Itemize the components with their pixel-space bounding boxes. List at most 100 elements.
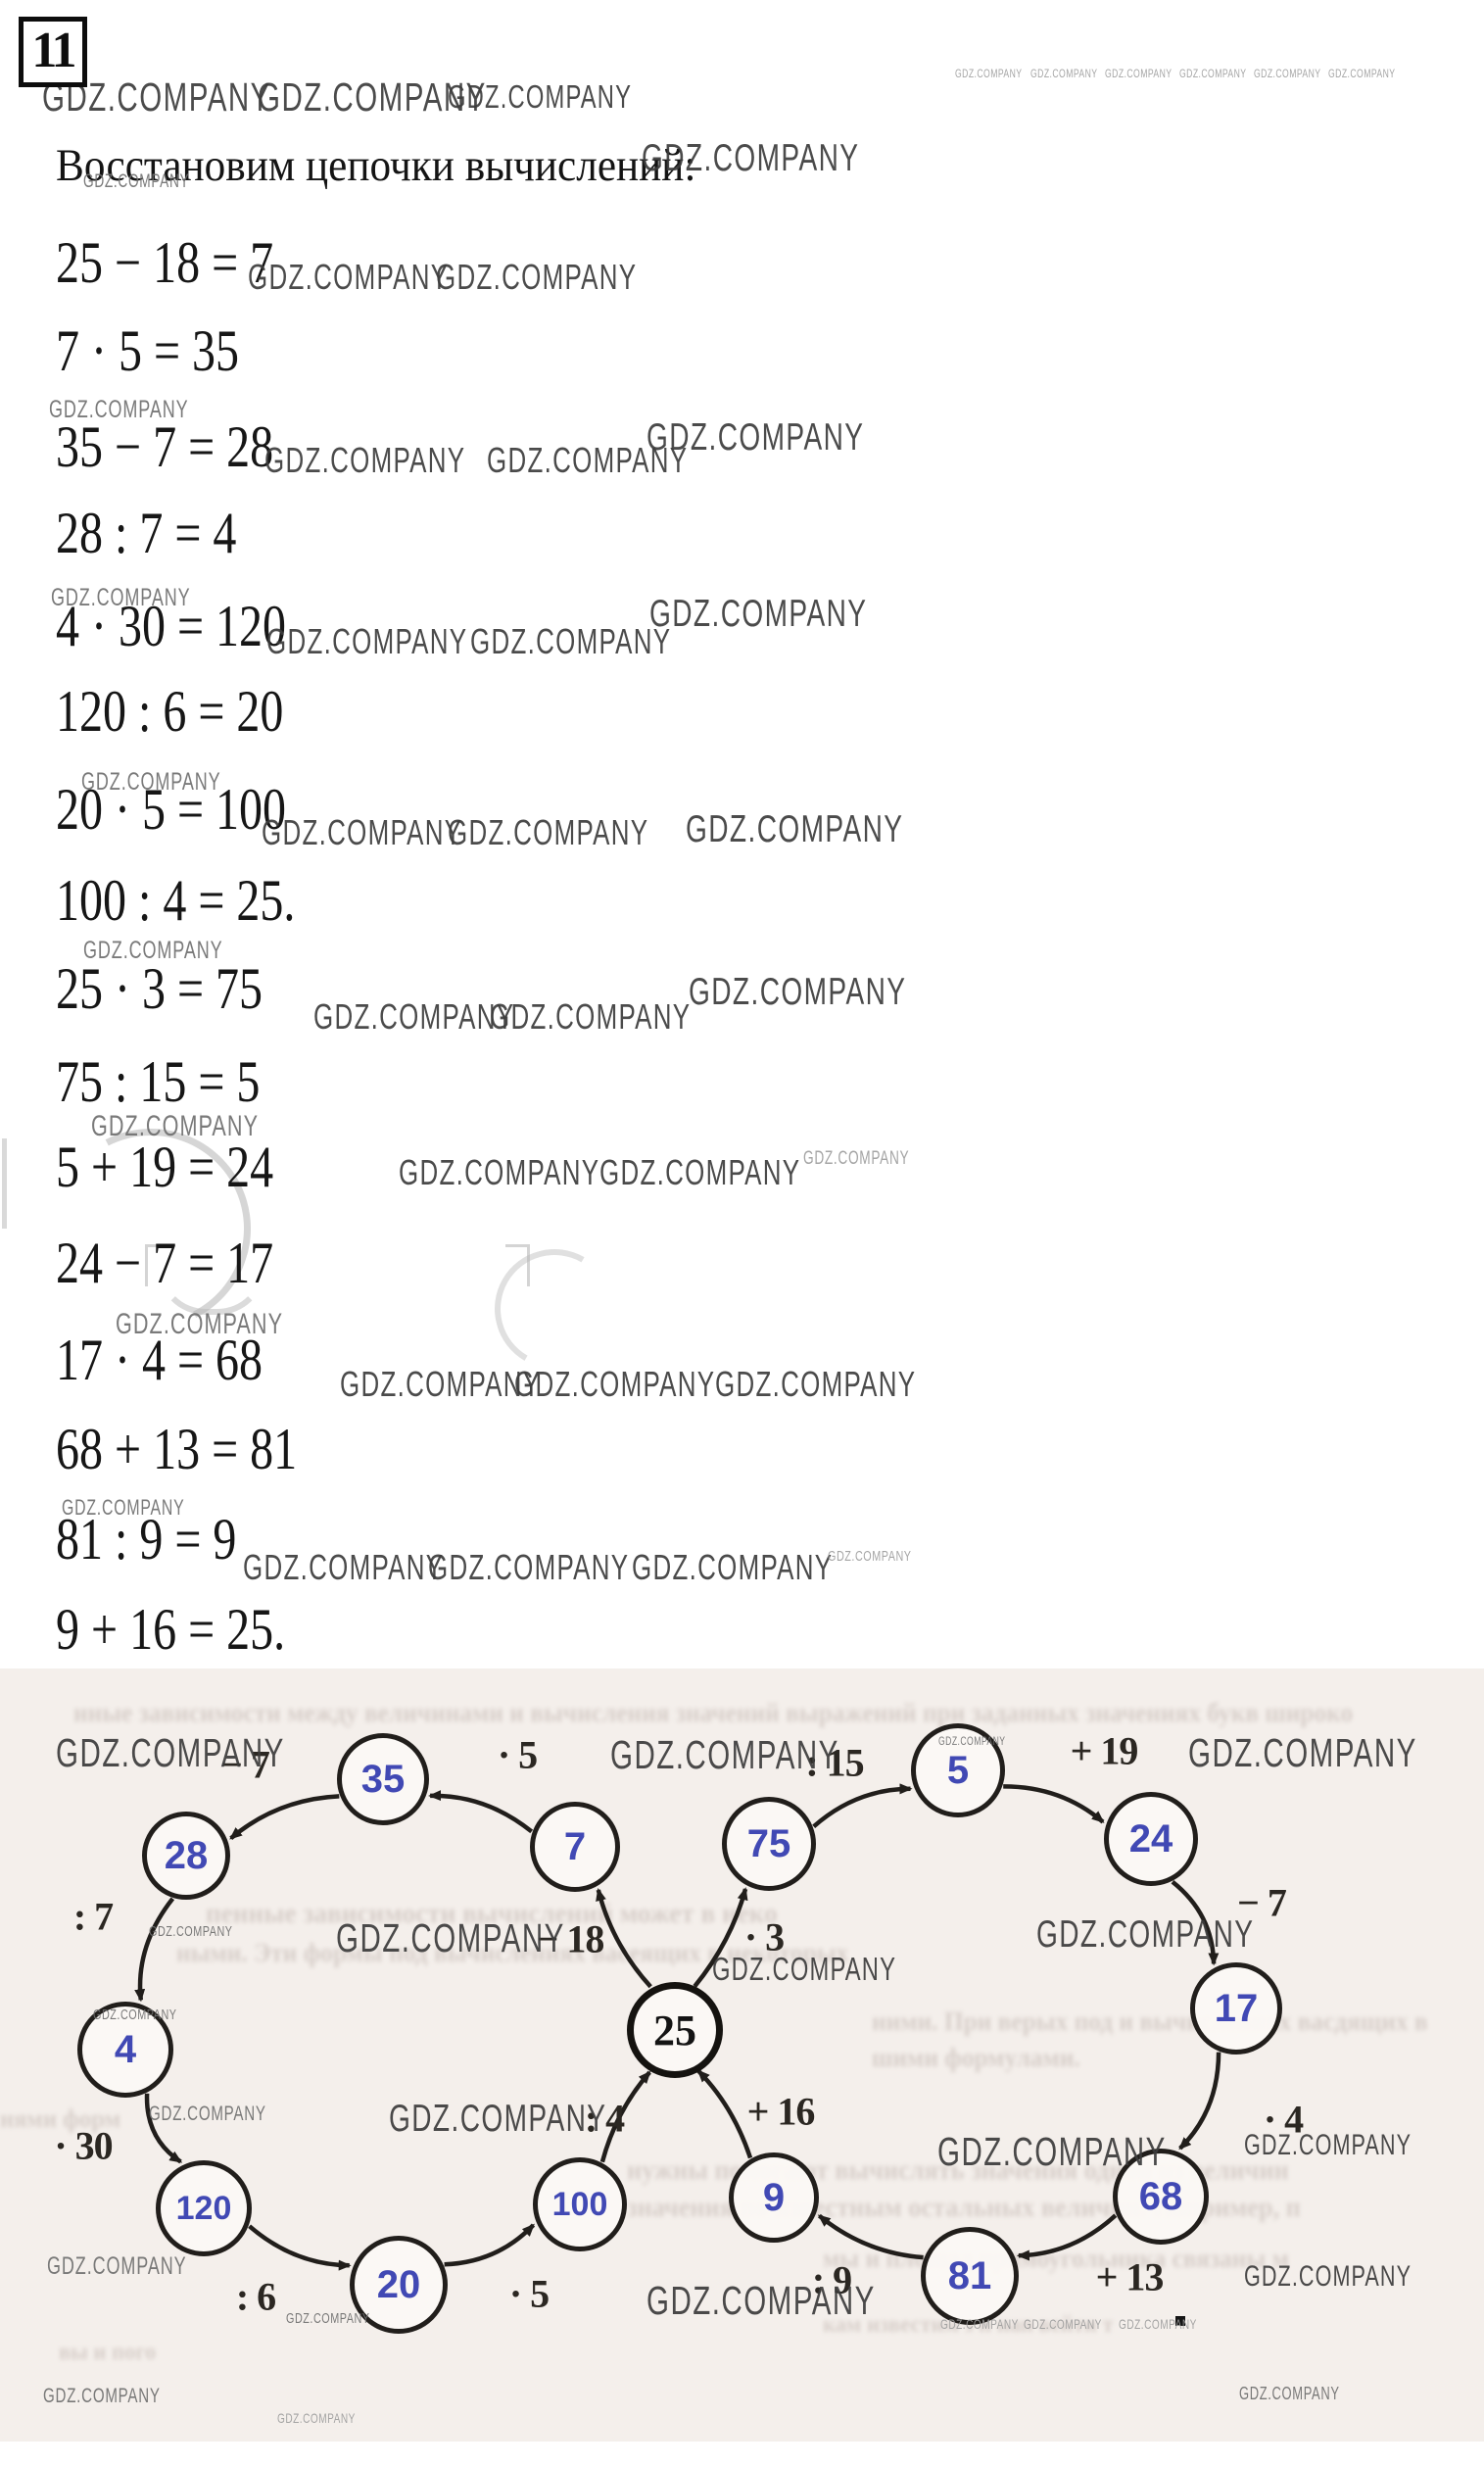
watermark: GDZ.COMPANY: [43, 2385, 161, 2408]
watermark: GDZ.COMPANY: [436, 256, 638, 297]
op-label: · 5: [508, 2271, 550, 2316]
chain-node-81: 81: [921, 2227, 1019, 2325]
watermark: GDZ.COMPANY: [83, 170, 190, 192]
chain-node-4: 4: [77, 2002, 173, 2098]
watermark: GDZ.COMPANY: [56, 1729, 285, 1775]
chain-node-9: 9: [729, 2152, 819, 2243]
watermark: GDZ.COMPANY: [649, 593, 868, 635]
watermark: GDZ.COMPANY: [277, 2409, 356, 2426]
chain-node-28: 28: [142, 1812, 230, 1900]
watermark: GDZ.COMPANY: [149, 2103, 266, 2126]
op-label: : 15: [805, 1740, 864, 1785]
equation-row: 7 · 5 = 35: [56, 318, 240, 383]
watermark: GDZ.COMPANY: [286, 2310, 370, 2328]
chain-node-17: 17: [1190, 1962, 1282, 2055]
watermark: GDZ.COMPANY: [1030, 66, 1098, 80]
op-label: : 9: [811, 2257, 852, 2302]
op-label: · 30: [54, 2123, 113, 2168]
watermark: GDZ.COMPANY: [116, 1307, 284, 1340]
watermark: GDZ.COMPANY: [828, 1548, 912, 1566]
watermark: GDZ.COMPANY: [266, 620, 468, 661]
watermark: GDZ.COMPANY: [389, 2098, 607, 2140]
watermark: GDZ.COMPANY: [937, 2128, 1167, 2174]
op-label: − 18: [536, 1916, 605, 1961]
watermark: GDZ.COMPANY: [149, 1923, 233, 1941]
watermark: GDZ.COMPANY: [1179, 66, 1247, 80]
op-label: · 5: [497, 1732, 538, 1777]
watermark: GDZ.COMPANY: [610, 1731, 839, 1777]
equation-row: 68 + 13 = 81: [56, 1417, 298, 1481]
op-label: + 13: [1095, 2254, 1165, 2299]
scan-artifact-bar: [2, 1138, 7, 1229]
watermark: GDZ.COMPANY: [448, 811, 649, 852]
op-label: · 3: [743, 1914, 785, 1959]
watermark: GDZ.COMPANY: [1024, 2315, 1102, 2332]
watermark: GDZ.COMPANY: [258, 73, 487, 120]
watermark: GDZ.COMPANY: [632, 1546, 834, 1587]
chain-node-25: 25: [627, 1982, 723, 2078]
op-label: + 19: [1070, 1728, 1139, 1773]
equation-row: 25 − 18 = 7: [56, 230, 274, 295]
equation-row: 20 · 5 = 100: [56, 777, 287, 842]
scan-artifact-arc: [481, 1235, 628, 1382]
chain-node-5: 5: [911, 1723, 1005, 1817]
op-label: + 16: [746, 2089, 816, 2134]
watermark: GDZ.COMPANY: [336, 1914, 565, 1960]
watermark: GDZ.COMPANY: [248, 256, 450, 297]
watermark: GDZ.COMPANY: [49, 395, 189, 423]
watermark: GDZ.COMPANY: [470, 620, 672, 661]
op-label: − 7: [220, 1742, 270, 1787]
watermark: GDZ.COMPANY: [599, 1151, 801, 1192]
watermark: GDZ.COMPANY: [955, 66, 1023, 80]
equation-row: 25 · 3 = 75: [56, 956, 263, 1021]
scan-artifact-arc: [157, 1227, 266, 1315]
equation-row: 35 − 7 = 28: [56, 414, 274, 479]
equation-row: 9 + 16 = 25.: [56, 1597, 286, 1662]
watermark: GDZ.COMPANY: [487, 439, 689, 480]
watermark: GDZ.COMPANY: [399, 1151, 600, 1192]
chain-node-100: 100: [533, 2157, 627, 2251]
watermark: GDZ.COMPANY: [1254, 66, 1321, 80]
watermark: GDZ.COMPANY: [313, 995, 515, 1037]
equation-row: 24 − 7 = 17: [56, 1231, 274, 1295]
ghost-text-line: ними. При верых под и вычислениях васдящ…: [872, 2007, 1428, 2036]
watermark: GDZ.COMPANY: [243, 1546, 445, 1587]
op-label: : 7: [72, 1894, 114, 1939]
watermark: GDZ.COMPANY: [689, 971, 907, 1013]
page-number-box: 11: [19, 17, 87, 87]
watermark: GDZ.COMPANY: [1328, 66, 1396, 80]
equation-row: 5 + 19 = 24: [56, 1135, 274, 1199]
ghost-text-line: нные зависимости между величинами и вычи…: [73, 1698, 1354, 1727]
page-title: Восстановим цепочки вычислений:: [56, 140, 696, 191]
watermark: GDZ.COMPANY: [1105, 66, 1173, 80]
chain-node-7: 7: [530, 1802, 620, 1892]
watermark: GDZ.COMPANY: [646, 416, 865, 459]
watermark: GDZ.COMPANY: [938, 1733, 1006, 1748]
watermark: GDZ.COMPANY: [47, 2251, 187, 2280]
watermark: GDZ.COMPANY: [62, 1495, 185, 1520]
chain-node-120: 120: [156, 2160, 252, 2256]
watermark: GDZ.COMPANY: [91, 1109, 260, 1142]
watermark: GDZ.COMPANY: [81, 767, 221, 796]
equation-row: 28 : 7 = 4: [56, 501, 237, 565]
watermark: GDZ.COMPANY: [1119, 2315, 1197, 2332]
op-label: : 6: [235, 2274, 276, 2319]
watermark: GDZ.COMPANY: [712, 1951, 897, 1987]
ghost-text-line: вы и пого: [59, 2340, 157, 2365]
watermark: GDZ.COMPANY: [803, 1147, 910, 1169]
equation-row: 75 : 15 = 5: [56, 1049, 261, 1114]
watermark: GDZ.COMPANY: [448, 78, 633, 115]
watermark: GDZ.COMPANY: [940, 2315, 1019, 2332]
watermark: GDZ.COMPANY: [646, 2277, 876, 2323]
chain-node-20: 20: [350, 2236, 448, 2334]
ghost-text-line: шими формулами.: [872, 2043, 1080, 2072]
chain-node-75: 75: [722, 1797, 816, 1891]
chain-node-24: 24: [1104, 1792, 1198, 1886]
op-label: · 4: [1263, 2097, 1304, 2142]
watermark: GDZ.COMPANY: [1036, 1913, 1255, 1956]
equation-row: 4 · 30 = 120: [56, 594, 287, 658]
watermark: GDZ.COMPANY: [1244, 2259, 1412, 2293]
equation-row: 120 : 6 = 20: [56, 679, 284, 744]
ghost-text-line: пенные зависимости вычислений может в не…: [206, 1898, 778, 1929]
